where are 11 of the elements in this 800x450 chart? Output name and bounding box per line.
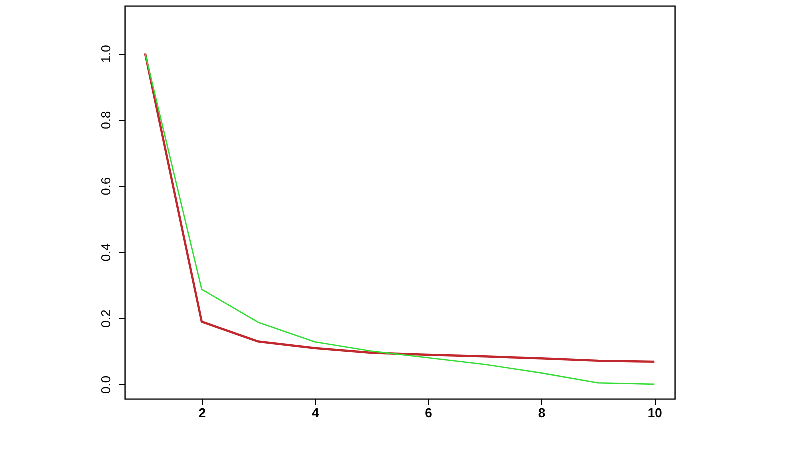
y-tick-label: 0.6 [98, 177, 114, 196]
x-tick-label: 8 [538, 406, 546, 420]
x-tick-label: 6 [425, 406, 432, 420]
y-tick-label: 0.4 [98, 244, 114, 262]
x-tick-label: 10 [648, 406, 662, 420]
y-tick-label: 1.0 [98, 45, 114, 64]
y-tick-label: 0.0 [98, 376, 114, 394]
y-tick-label: 0.8 [98, 111, 114, 130]
x-tick-label: 2 [198, 406, 206, 420]
y-tick-label: 0.2 [98, 310, 114, 328]
x-tick-label: 4 [312, 406, 320, 420]
